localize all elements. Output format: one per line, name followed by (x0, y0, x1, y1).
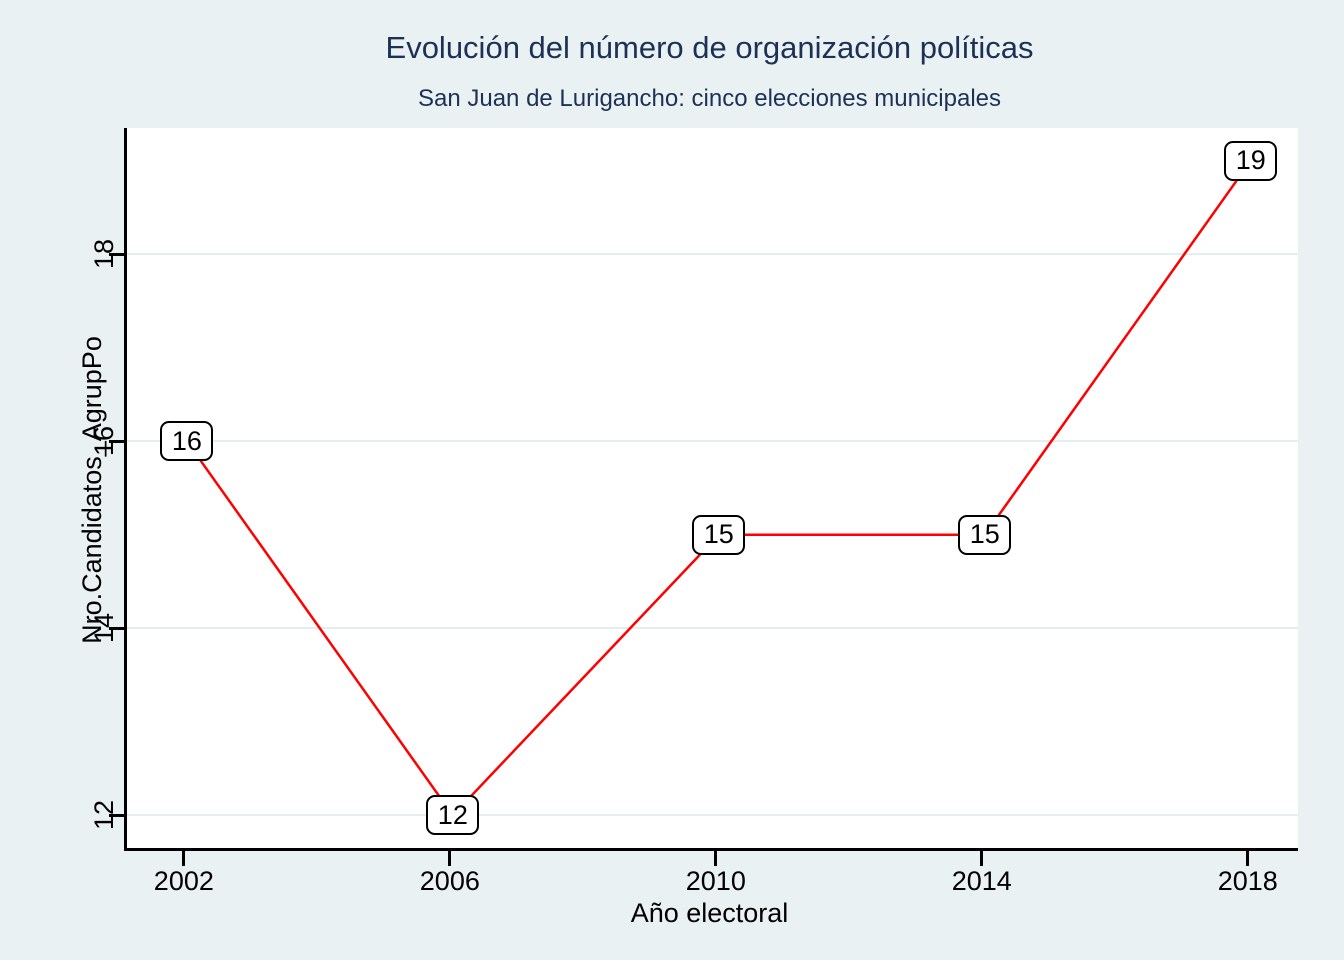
grid-line (127, 253, 1298, 256)
y-tick-label: 14 (88, 613, 119, 644)
y-tick-mark (109, 439, 124, 443)
x-tick-label: 2006 (419, 866, 480, 896)
x-axis-title: Año electoral (630, 898, 789, 928)
data-point-label: 16 (160, 421, 214, 462)
y-tick-mark (109, 813, 124, 817)
y-tick-mark (109, 626, 124, 630)
grid-line (127, 627, 1298, 630)
x-tick-mark (448, 851, 452, 866)
grid-line (127, 440, 1298, 443)
grid-line (127, 814, 1298, 817)
x-tick-mark (980, 851, 984, 866)
data-point-label: 15 (958, 514, 1012, 555)
y-tick-label: 16 (88, 426, 119, 457)
x-tick-label: 2010 (685, 866, 746, 896)
x-tick-mark (714, 851, 718, 866)
plot-area: 16 12 15 15 19 (124, 128, 1298, 851)
series-line (185, 159, 1252, 818)
y-tick-label: 18 (88, 239, 119, 270)
data-point-label: 19 (1224, 140, 1278, 181)
data-point-label: 15 (692, 514, 746, 555)
x-tick-mark (1246, 851, 1250, 866)
x-tick-label: 2014 (951, 866, 1012, 896)
line-series (185, 159, 1252, 818)
data-point-label: 12 (426, 795, 480, 836)
x-tick-mark (182, 851, 186, 866)
y-tick-label: 12 (88, 800, 119, 831)
x-tick-label: 2018 (1217, 866, 1278, 896)
chart-title: Evolución del número de organización pol… (385, 30, 1034, 65)
x-tick-label: 2002 (153, 866, 214, 896)
chart-subtitle: San Juan de Lurigancho: cinco elecciones… (417, 85, 1002, 112)
y-tick-mark (109, 252, 124, 256)
